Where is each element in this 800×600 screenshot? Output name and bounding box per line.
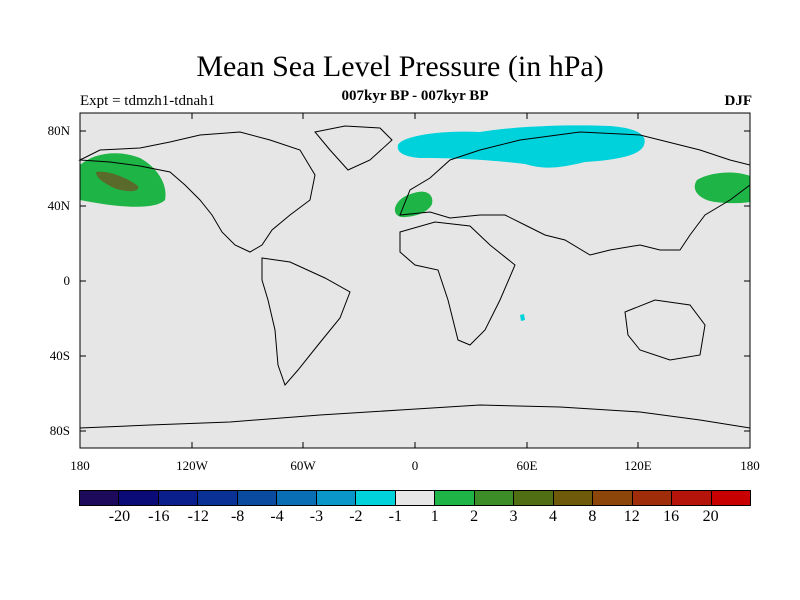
- colorbar-swatch: [356, 491, 395, 505]
- map-background: [80, 113, 750, 448]
- colorbar-swatch: [277, 491, 316, 505]
- colorbar-swatch: [238, 491, 277, 505]
- colorbar-tick-label: -12: [178, 508, 218, 526]
- colorbar-tick-label: 16: [651, 508, 691, 526]
- lon-label: 0: [385, 458, 445, 474]
- colorbar-swatch: [554, 491, 593, 505]
- colorbar-tick-label: -8: [218, 508, 258, 526]
- colorbar-tick-label: -20: [99, 508, 139, 526]
- colorbar-swatch: [396, 491, 435, 505]
- colorbar-swatch: [159, 491, 198, 505]
- colorbar-tick-label: -1: [375, 508, 415, 526]
- colorbar-swatch: [672, 491, 711, 505]
- lat-label: 80N: [40, 123, 70, 139]
- colorbar-tick-label: 3: [494, 508, 534, 526]
- colorbar-tick-label: 4: [533, 508, 573, 526]
- colorbar-tick-label: 20: [691, 508, 731, 526]
- lat-label: 80S: [40, 423, 70, 439]
- lat-label: 40S: [40, 348, 70, 364]
- lon-label: 60E: [497, 458, 557, 474]
- lon-label: 60W: [273, 458, 333, 474]
- colorbar-tick-label: -4: [257, 508, 297, 526]
- colorbar-swatch: [198, 491, 237, 505]
- lon-label: 120W: [162, 458, 222, 474]
- colorbar-swatch: [712, 491, 750, 505]
- colorbar-tick-label: 1: [415, 508, 455, 526]
- colorbar-swatch: [317, 491, 356, 505]
- colorbar-swatch: [514, 491, 553, 505]
- colorbar-tick-label: 2: [454, 508, 494, 526]
- colorbar: [80, 491, 750, 505]
- colorbar-tick-label: -3: [296, 508, 336, 526]
- colorbar-swatch: [475, 491, 514, 505]
- lat-label: 0: [40, 273, 70, 289]
- lon-label: 120E: [608, 458, 668, 474]
- colorbar-tick-label: -2: [336, 508, 376, 526]
- lat-label: 40N: [40, 198, 70, 214]
- colorbar-tick-label: 8: [572, 508, 612, 526]
- colorbar-swatch: [119, 491, 158, 505]
- lon-label: 180: [50, 458, 110, 474]
- colorbar-tick-label: -16: [139, 508, 179, 526]
- colorbar-tick-label: 12: [612, 508, 652, 526]
- colorbar-swatch: [435, 491, 474, 505]
- colorbar-swatch: [633, 491, 672, 505]
- colorbar-swatch: [593, 491, 632, 505]
- colorbar-swatch: [80, 491, 119, 505]
- lon-label: 180: [720, 458, 780, 474]
